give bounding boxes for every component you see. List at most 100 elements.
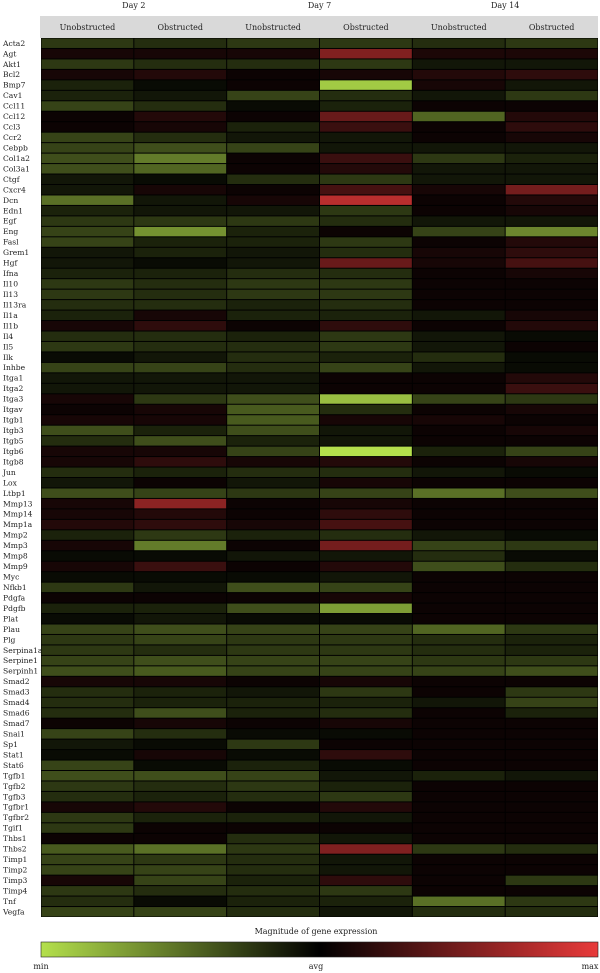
heatmap-cell bbox=[134, 478, 227, 488]
heatmap-cell bbox=[412, 708, 505, 718]
heatmap-cell bbox=[227, 907, 319, 917]
gene-label: Timp4 bbox=[3, 886, 28, 895]
heatmap-cell bbox=[412, 226, 505, 237]
heatmap-cell bbox=[134, 875, 227, 886]
heatmap-cell bbox=[505, 415, 598, 425]
heatmap-cell bbox=[41, 572, 134, 582]
gene-label: Il5 bbox=[3, 342, 13, 351]
heatmap-cell bbox=[412, 572, 505, 582]
heatmap-cell bbox=[505, 205, 598, 216]
gene-label: Col1a2 bbox=[3, 154, 30, 163]
heatmap-cell bbox=[227, 48, 319, 59]
gene-label: Il13 bbox=[3, 290, 18, 299]
heatmap-cell bbox=[227, 530, 319, 540]
heatmap-cell bbox=[412, 111, 505, 122]
heatmap-cell bbox=[41, 300, 134, 310]
heatmap-cell bbox=[412, 781, 505, 791]
heatmap-cell bbox=[320, 875, 412, 886]
heatmap-cell bbox=[412, 38, 505, 48]
heatmap-cell bbox=[412, 739, 505, 750]
heatmap-cell bbox=[227, 708, 319, 718]
heatmap-cell bbox=[134, 143, 227, 153]
gene-label: Ccr2 bbox=[3, 133, 22, 142]
heatmap-cell bbox=[320, 781, 412, 791]
heatmap-cell bbox=[505, 687, 598, 697]
heatmap-cell bbox=[412, 362, 505, 373]
heatmap-cell bbox=[320, 226, 412, 237]
heatmap-cell bbox=[227, 164, 319, 174]
heatmap-cell bbox=[41, 676, 134, 687]
heatmap-cell bbox=[320, 614, 412, 624]
heatmap-cell bbox=[505, 90, 598, 101]
heatmap-cell bbox=[227, 341, 319, 352]
heatmap-cell bbox=[134, 205, 227, 216]
heatmap-cell bbox=[412, 205, 505, 216]
heatmap-cell bbox=[41, 164, 134, 174]
heatmap-cell bbox=[41, 362, 134, 373]
heatmap-cell bbox=[320, 457, 412, 467]
gene-label: Timp1 bbox=[3, 855, 27, 864]
gene-label: Plg bbox=[3, 635, 16, 644]
heatmap-cell bbox=[134, 446, 227, 457]
heatmap-cell bbox=[134, 352, 227, 362]
gene-label: Thbs1 bbox=[3, 834, 27, 843]
heatmap-cell bbox=[41, 697, 134, 708]
heatmap-cell bbox=[505, 122, 598, 132]
legend-max-label: max bbox=[582, 962, 599, 971]
heatmap-cell bbox=[227, 289, 319, 300]
gene-label: Mmp13 bbox=[3, 499, 33, 508]
gene-label: Tgfb3 bbox=[3, 792, 26, 801]
heatmap-cell bbox=[505, 153, 598, 164]
heatmap-cell bbox=[320, 551, 412, 561]
heatmap-cell bbox=[320, 111, 412, 122]
heatmap-cell bbox=[41, 425, 134, 436]
heatmap-cell bbox=[41, 404, 134, 415]
heatmap-cell bbox=[412, 122, 505, 132]
heatmap-cell bbox=[412, 164, 505, 174]
heatmap-cell bbox=[320, 362, 412, 373]
heatmap-cell bbox=[227, 645, 319, 655]
gene-label: Serpinh1 bbox=[3, 667, 38, 676]
heatmap-cell bbox=[505, 812, 598, 823]
heatmap-cell bbox=[134, 132, 227, 143]
heatmap-cell bbox=[412, 69, 505, 80]
heatmap-cell bbox=[320, 205, 412, 216]
day-group-label: Day 2 bbox=[122, 1, 145, 10]
heatmap-cell bbox=[227, 624, 319, 634]
heatmap-cell bbox=[320, 739, 412, 750]
gene-label: Smad6 bbox=[3, 709, 30, 718]
heatmap-cell bbox=[505, 362, 598, 373]
heatmap-cell bbox=[134, 394, 227, 404]
heatmap-cell bbox=[412, 750, 505, 760]
heatmap-cell bbox=[320, 268, 412, 279]
heatmap-cell bbox=[505, 896, 598, 907]
gene-label: Itga2 bbox=[3, 384, 23, 393]
heatmap-cell bbox=[412, 760, 505, 770]
heatmap-cell bbox=[134, 90, 227, 101]
heatmap-cell bbox=[41, 739, 134, 750]
heatmap-cell bbox=[227, 540, 319, 551]
heatmap-cell bbox=[412, 519, 505, 530]
heatmap-cell bbox=[412, 823, 505, 833]
heatmap-cell bbox=[134, 373, 227, 383]
heatmap-cell bbox=[41, 854, 134, 865]
heatmap-cell bbox=[134, 781, 227, 791]
heatmap-cell bbox=[41, 771, 134, 781]
gene-label: Plat bbox=[3, 614, 18, 623]
gene-label: Il1b bbox=[3, 321, 18, 330]
heatmap-cell bbox=[41, 341, 134, 352]
heatmap-cell bbox=[412, 132, 505, 143]
heatmap-cell bbox=[320, 572, 412, 582]
heatmap-cell bbox=[505, 174, 598, 184]
column-label: Obstructed bbox=[343, 23, 389, 32]
heatmap-cell bbox=[41, 69, 134, 80]
heatmap-cell bbox=[505, 111, 598, 122]
gene-label: Ccl3 bbox=[3, 123, 20, 132]
gene-label: Itgb6 bbox=[3, 447, 24, 456]
heatmap-cell bbox=[134, 436, 227, 446]
heatmap-cell bbox=[505, 791, 598, 802]
heatmap-cell bbox=[134, 655, 227, 666]
heatmap-cell bbox=[134, 258, 227, 268]
heatmap-cell bbox=[505, 300, 598, 310]
heatmap-cell bbox=[227, 122, 319, 132]
